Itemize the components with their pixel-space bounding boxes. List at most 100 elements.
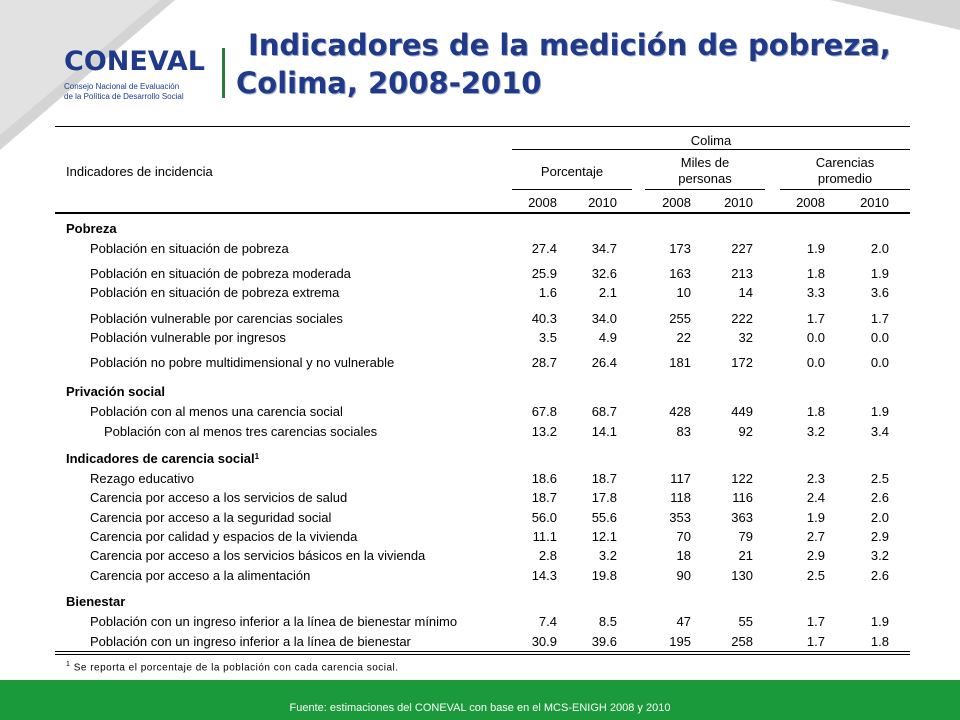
table-cell: 27.4	[531, 241, 557, 256]
table-cell: 173	[669, 241, 691, 256]
row-label: Carencia por calidad y espacios de la vi…	[90, 529, 358, 544]
title-line-2: Colima, 2008-2010	[236, 66, 542, 100]
table-cell: 3.6	[870, 285, 889, 300]
table-cell: 56.0	[531, 510, 557, 525]
table-cell: 1.6	[538, 285, 557, 300]
section-title: Pobreza	[66, 221, 117, 236]
table-cell: 0.0	[870, 355, 889, 370]
table-cell: 68.7	[591, 404, 617, 419]
table-top-rule	[55, 126, 910, 127]
table-cell: 2.6	[870, 568, 889, 583]
table-cell: 14.3	[531, 568, 557, 583]
table-cell: 90	[676, 568, 691, 583]
subgroup-miles-2: personas	[678, 171, 732, 186]
section-title: Indicadores de carencia social1	[66, 451, 260, 466]
table-cell: 163	[669, 266, 691, 281]
header-divider	[222, 48, 225, 98]
subgroup-rule-3	[780, 189, 910, 190]
table-cell: 32	[738, 330, 753, 345]
table-cell: 222	[731, 311, 753, 326]
year-header: 2008	[662, 195, 691, 210]
table-cell: 2.0	[870, 510, 889, 525]
year-header: 2010	[724, 195, 753, 210]
logo-subtitle: Consejo Nacional de Evaluación de la Pol…	[64, 82, 184, 101]
table-cell: 8.5	[598, 614, 617, 629]
subgroup-rule-1	[512, 189, 632, 190]
section-title: Bienestar	[66, 594, 126, 609]
table-cell: 2.9	[806, 548, 825, 563]
table-cell: 227	[731, 241, 753, 256]
table-bottom-rule	[55, 651, 910, 652]
row-label: Población con al menos una carencia soci…	[90, 404, 343, 419]
table-cell: 13.2	[531, 424, 557, 439]
row-label: Carencia por acceso a los servicios bási…	[90, 548, 426, 563]
corner-decoration-right	[830, 0, 960, 30]
table-cell: 3.2	[598, 548, 617, 563]
year-header: 2010	[860, 195, 889, 210]
table-cell: 1.9	[870, 404, 889, 419]
table-cell: 3.3	[806, 285, 825, 300]
table-cell: 79	[738, 529, 753, 544]
row-label: Población con un ingreso inferior a la l…	[90, 634, 411, 649]
table-cell: 30.9	[531, 634, 557, 649]
subgroup-rule-2	[645, 189, 765, 190]
table-cell: 21	[738, 548, 753, 563]
table-cell: 2.5	[806, 568, 825, 583]
table-cell: 1.9	[806, 241, 825, 256]
table-cell: 2.5	[870, 471, 889, 486]
row-label: Población no pobre multidimensional y no…	[90, 355, 395, 370]
column-header-label: Indicadores de incidencia	[66, 164, 213, 179]
table-cell: 14.1	[591, 424, 617, 439]
table-cell: 1.8	[806, 266, 825, 281]
coneval-logo: CONEVAL Consejo Nacional de Evaluación d…	[64, 46, 214, 116]
row-label: Carencia por acceso a la alimentación	[90, 568, 311, 583]
table-cell: 116	[732, 490, 753, 505]
table-cell: 0.0	[870, 330, 889, 345]
table-cell: 1.9	[870, 614, 889, 629]
table-cell: 4.9	[598, 330, 617, 345]
table-cell: 0.0	[806, 355, 825, 370]
table-cell: 34.7	[591, 241, 617, 256]
group-rule	[512, 149, 910, 150]
table-cell: 353	[669, 510, 691, 525]
table-cell: 17.8	[591, 490, 617, 505]
row-label: Carencia por acceso a la seguridad socia…	[90, 510, 332, 525]
subgroup-miles-1: Miles de	[680, 155, 730, 170]
table-cell: 2.3	[806, 471, 825, 486]
table-cell: 1.7	[806, 634, 825, 649]
logo-word: CONEVAL	[64, 46, 205, 77]
table-cell: 1.9	[806, 510, 825, 525]
row-label: Población vulnerable por carencias socia…	[90, 311, 343, 326]
table-cell: 3.2	[870, 548, 889, 563]
subgroup-carencias-2: promedio	[817, 171, 873, 186]
table-cell: 39.6	[591, 634, 617, 649]
table-cell: 19.8	[591, 568, 617, 583]
table-cell: 130	[731, 568, 753, 583]
table-cell: 18.7	[591, 471, 617, 486]
table-cell: 195	[669, 634, 691, 649]
table-cell: 1.7	[806, 311, 825, 326]
table-cell: 14	[738, 285, 753, 300]
table-cell: 18.6	[531, 471, 557, 486]
table-cell: 40.3	[531, 311, 557, 326]
table-cell: 1.7	[806, 614, 825, 629]
table-cell: 2.1	[598, 285, 617, 300]
table-cell: 83	[676, 424, 691, 439]
table-cell: 3.4	[870, 424, 889, 439]
table-cell: 1.7	[870, 311, 889, 326]
table-cell: 255	[669, 311, 691, 326]
table-cell: 55	[738, 614, 753, 629]
table-cell: 3.5	[538, 330, 557, 345]
subgroup-carencias-1: Carencias	[815, 155, 875, 170]
row-label: Rezago educativo	[90, 471, 195, 486]
row-label: Población en situación de pobreza extrem…	[90, 285, 340, 300]
table-cell: 122	[731, 471, 753, 486]
year-header: 2010	[588, 195, 617, 210]
table-cell: 55.6	[591, 510, 617, 525]
table-cell: 2.6	[870, 490, 889, 505]
row-label: Población en situación de pobreza modera…	[90, 266, 351, 281]
table-cell: 18.7	[531, 490, 557, 505]
section-title-footnote-mark: 1	[254, 452, 260, 461]
table-cell: 67.8	[531, 404, 557, 419]
row-label: Población con al menos tres carencias so…	[104, 424, 378, 439]
